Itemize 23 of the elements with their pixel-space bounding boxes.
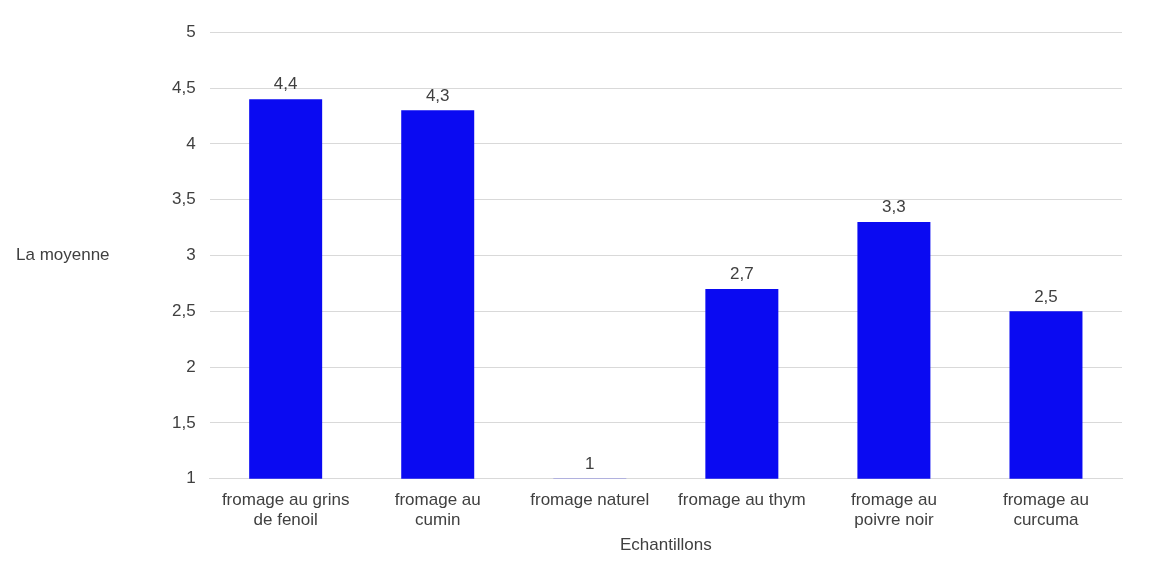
data-label: 3,3 xyxy=(882,197,906,217)
x-tick-label: fromage au cumin xyxy=(394,489,481,530)
x-tick-label: fromage au curcuma xyxy=(1002,489,1089,530)
data-label: 4,4 xyxy=(273,74,298,94)
data-label: 2,5 xyxy=(1034,286,1058,306)
y-tick-label: 4 xyxy=(186,133,196,153)
y-tick-label: 4,5 xyxy=(171,77,196,97)
x-tick-label: fromage naturel xyxy=(530,489,650,509)
y-axis-title: La moyenne xyxy=(16,245,110,265)
x-tick-label: fromage au poivre noir xyxy=(850,489,937,530)
y-tick-label: 1 xyxy=(186,468,196,488)
data-label: 4,3 xyxy=(425,85,450,105)
y-tick-label: 5 xyxy=(186,21,196,41)
y-tick-label: 3 xyxy=(186,245,196,265)
y-tick-label: 3,5 xyxy=(171,189,196,209)
x-tick-label: fromage au thym xyxy=(678,489,806,509)
y-tick-label: 2,5 xyxy=(171,301,196,321)
data-label: 2,7 xyxy=(730,264,754,284)
x-tick-label: fromage au grins de fenoil xyxy=(221,489,350,530)
y-tick-label: 1,5 xyxy=(171,412,196,432)
y-tick-label: 2 xyxy=(186,356,196,376)
data-label: 1 xyxy=(585,453,595,473)
x-axis-title: Echantillons xyxy=(619,535,712,555)
